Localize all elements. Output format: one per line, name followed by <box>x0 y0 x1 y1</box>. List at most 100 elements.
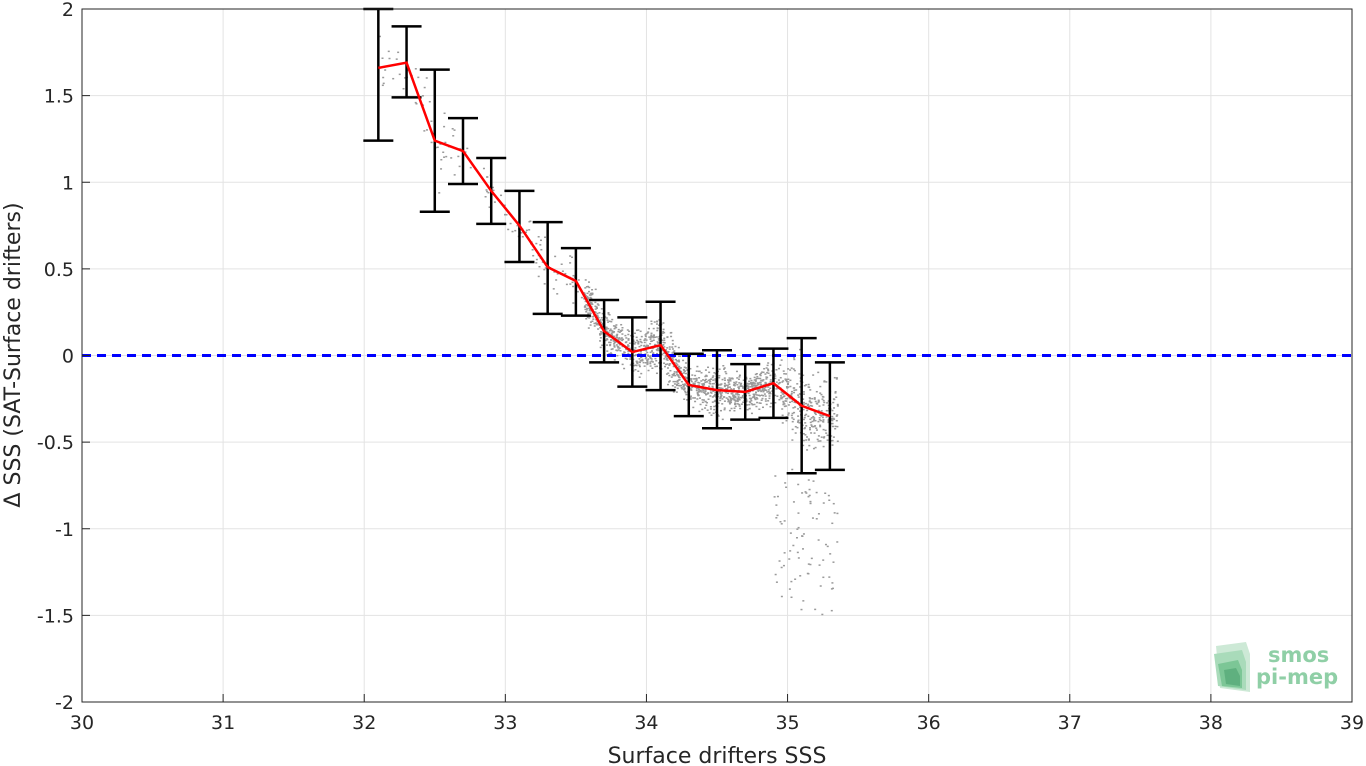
scatter-point <box>656 320 659 323</box>
scatter-point <box>797 557 800 559</box>
scatter-point <box>830 609 833 612</box>
scatter-point <box>813 425 816 428</box>
scatter-point <box>818 564 821 566</box>
scatter-point <box>809 421 812 424</box>
scatter-point <box>714 378 717 380</box>
scatter-point <box>746 408 749 411</box>
scatter-point <box>721 398 724 400</box>
scatter-point <box>714 399 717 402</box>
scatter-point <box>560 263 563 265</box>
scatter-point <box>680 386 683 389</box>
scatter-point <box>769 374 772 377</box>
scatter-point <box>718 376 721 379</box>
scatter-point <box>638 376 641 378</box>
scatter-point <box>749 386 752 388</box>
scatter-point <box>768 397 771 400</box>
y-tick-label: -1.5 <box>37 605 74 627</box>
scatter-point <box>665 358 668 361</box>
scatter-point <box>430 141 433 144</box>
scatter-point <box>807 563 810 565</box>
scatter-point <box>780 397 783 400</box>
scatter-point <box>539 239 542 242</box>
scatter-point <box>805 384 808 386</box>
scatter-point <box>464 151 467 153</box>
scatter-point <box>787 381 790 383</box>
y-tick-label: 1.5 <box>44 86 74 108</box>
scatter-point <box>674 380 677 383</box>
scatter-point <box>663 358 666 360</box>
scatter-point <box>644 335 647 338</box>
scatter-point <box>493 201 496 203</box>
scatter-point <box>739 383 742 386</box>
scatter-point <box>543 283 546 285</box>
scatter-point <box>802 374 805 377</box>
scatter-point <box>616 345 619 348</box>
scatter-point <box>671 348 674 350</box>
scatter-point <box>819 414 822 416</box>
scatter-point <box>736 377 739 379</box>
scatter-point <box>818 417 821 419</box>
scatter-point <box>535 262 538 264</box>
scatter-point <box>678 376 681 379</box>
scatter-point <box>613 327 616 330</box>
scatter-point <box>704 381 707 384</box>
scatter-point <box>746 382 749 385</box>
scatter-point <box>683 388 686 391</box>
scatter-point <box>571 281 574 284</box>
scatter-point <box>798 373 801 375</box>
scatter-point <box>832 561 835 563</box>
scatter-point <box>728 403 731 405</box>
scatter-point <box>832 401 835 404</box>
scatter-point <box>781 393 784 395</box>
scatter-point <box>585 286 588 288</box>
scatter-point <box>709 395 712 397</box>
scatter-point <box>650 320 653 323</box>
scatter-point <box>789 397 792 400</box>
scatter-point <box>443 112 446 115</box>
scatter-point <box>741 385 744 387</box>
scatter-point <box>661 353 664 356</box>
scatter-point <box>599 320 602 323</box>
scatter-point <box>809 418 812 421</box>
scatter-point <box>599 326 602 329</box>
scatter-point <box>736 399 739 401</box>
scatter-point <box>621 339 624 342</box>
scatter-point <box>804 414 807 417</box>
scatter-point <box>810 401 813 404</box>
scatter-point <box>791 468 794 471</box>
scatter-point <box>801 548 804 550</box>
scatter-point <box>797 394 800 396</box>
x-axis-title: Surface drifters SSS <box>608 744 827 766</box>
scatter-point <box>388 57 391 60</box>
scatter-point <box>572 285 575 288</box>
scatter-point <box>645 349 648 352</box>
scatter-point <box>633 343 636 345</box>
scatter-point <box>802 439 805 442</box>
scatter-point <box>643 365 646 367</box>
scatter-point <box>656 352 659 355</box>
scatter-point <box>622 338 625 341</box>
scatter-point <box>686 377 689 380</box>
scatter-point <box>647 369 650 372</box>
scatter-point <box>735 370 738 373</box>
scatter-point <box>805 425 808 427</box>
scatter-point <box>679 385 682 387</box>
scatter-point <box>487 191 490 194</box>
scatter-point <box>807 403 810 406</box>
y-tick-label: -0.5 <box>37 432 74 454</box>
scatter-point <box>807 386 810 388</box>
scatter-point <box>720 387 723 389</box>
scatter-point <box>834 427 837 430</box>
scatter-point <box>596 312 599 315</box>
scatter-point <box>782 403 785 406</box>
scatter-point <box>617 330 620 333</box>
scatter-point <box>809 502 812 505</box>
scatter-point <box>717 415 720 417</box>
scatter-point <box>594 288 597 291</box>
scatter-point <box>658 335 661 338</box>
scatter-point <box>646 344 649 347</box>
scatter-point <box>595 306 598 308</box>
scatter-point <box>778 381 781 384</box>
scatter-point <box>723 408 726 411</box>
scatter-point <box>670 376 673 378</box>
